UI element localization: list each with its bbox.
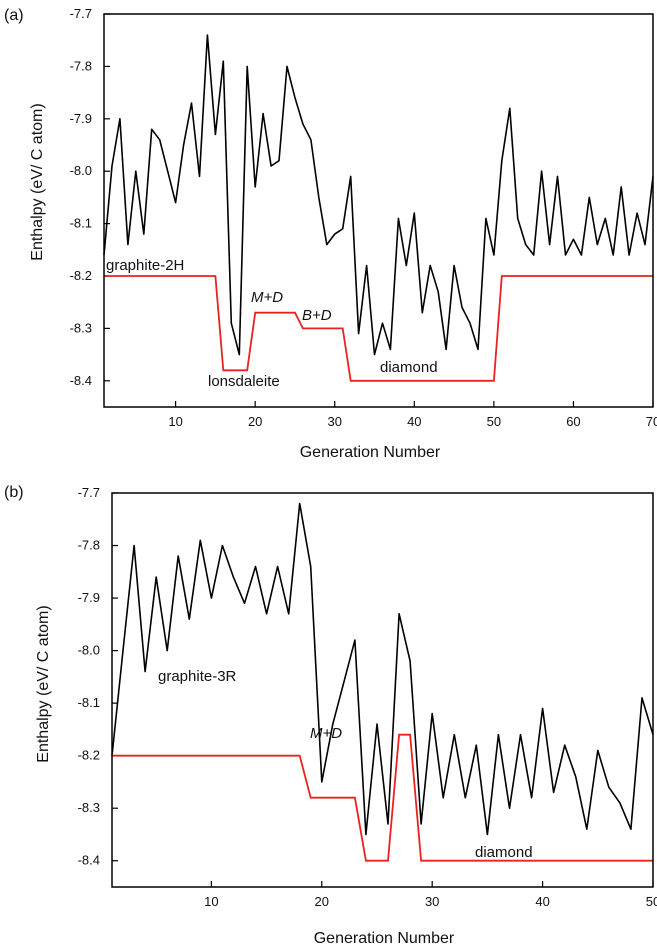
x-tick-label: 10 [204, 894, 218, 909]
y-tick-label: -7.7 [70, 6, 92, 21]
panel-label-a: (a) [4, 7, 24, 24]
x-tick-label: 50 [487, 414, 501, 429]
y-tick-label: -7.8 [70, 58, 92, 73]
best-structure-line-b [112, 733, 653, 862]
annotation-m-plus-d-a: M+D [251, 289, 283, 306]
panel-label-b: (b) [4, 484, 24, 501]
x-axis-title-b: Generation Number [314, 930, 455, 947]
y-tick-label: -8.0 [70, 163, 92, 178]
annotation-graphite-2h: graphite-2H [106, 257, 184, 274]
y-tick-label: -8.3 [78, 800, 100, 815]
x-tick-label: 20 [315, 894, 329, 909]
plot-frame-a [103, 13, 654, 408]
annotation-b-plus-d: B+D [302, 307, 332, 324]
y-tick-label: -8.2 [78, 748, 100, 763]
x-tick-label: 20 [248, 414, 262, 429]
x-tick-label: 10 [168, 414, 182, 429]
panel-a: (a) -7.7 -7.8 -7.9 -8.0 -8.1 -8.2 -8.3 -8.4 10 2… [4, 6, 657, 461]
y-tick-label: -8.1 [70, 216, 92, 231]
y-tick-label: -8.0 [78, 643, 100, 658]
x-tick-label: 30 [328, 414, 342, 429]
best-structure-line-a [104, 275, 653, 382]
y-axis-ticks-a: -7.7 -7.8 -7.9 -8.0 -8.1 -8.2 -8.3 -8.4 [70, 6, 110, 388]
plot-frame-b [111, 492, 654, 888]
x-axis-ticks-b: 10 20 30 40 50 [204, 881, 657, 909]
y-tick-label: -8.4 [70, 373, 92, 388]
x-axis-title-a: Generation Number [300, 444, 441, 461]
annotation-lonsdaleite: lonsdaleite [208, 373, 280, 390]
y-tick-label: -7.9 [70, 111, 92, 126]
annotation-m-plus-d-b: M+D [310, 725, 342, 742]
x-tick-label: 30 [425, 894, 439, 909]
panel-b: (b) -7.7 -7.8 -7.9 -8.0 -8.1 -8.2 -8.3 -8.4 10 2… [4, 484, 657, 947]
total-enthalpy-line-a [103, 34, 654, 356]
y-axis-title-a: Enthalpy (eV/ C atom) [29, 103, 46, 260]
y-tick-label: -7.8 [78, 538, 100, 553]
y-tick-label: -8.1 [78, 695, 100, 710]
y-tick-label: -8.3 [70, 320, 92, 335]
total-enthalpy-line-b [111, 502, 654, 836]
y-tick-label: -8.4 [78, 853, 100, 868]
x-tick-label: 40 [535, 894, 549, 909]
y-tick-label: -7.9 [78, 590, 100, 605]
x-tick-label: 40 [407, 414, 421, 429]
x-axis-ticks-a: 10 20 30 40 50 60 70 [168, 401, 657, 429]
annotation-graphite-3r: graphite-3R [158, 668, 237, 685]
y-tick-label: -8.2 [70, 268, 92, 283]
annotation-diamond-b: diamond [475, 844, 533, 861]
x-tick-label: 60 [566, 414, 580, 429]
y-axis-title-b: Enthalpy (eV/ C atom) [35, 605, 52, 762]
x-tick-label: 70 [646, 414, 657, 429]
annotation-diamond-a: diamond [380, 359, 438, 376]
y-tick-label: -7.7 [78, 485, 100, 500]
x-tick-label: 50 [646, 894, 657, 909]
y-axis-ticks-b: -7.7 -7.8 -7.9 -8.0 -8.1 -8.2 -8.3 -8.4 [78, 485, 118, 868]
